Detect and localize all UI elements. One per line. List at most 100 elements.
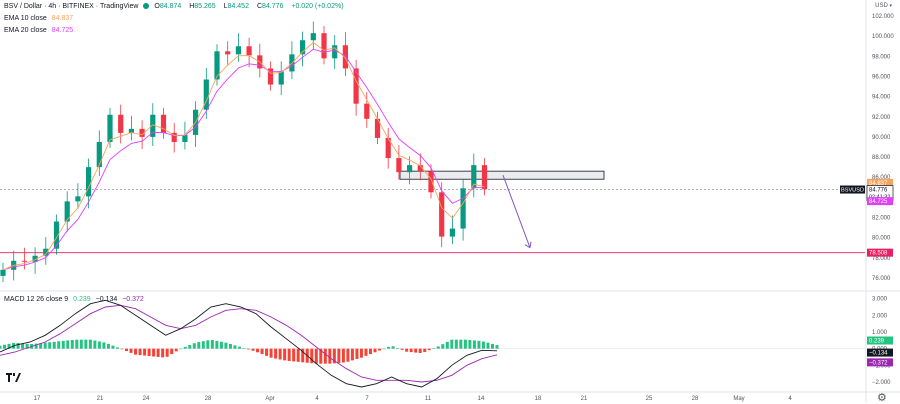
macd-histogram-bar bbox=[477, 340, 481, 349]
candle-body bbox=[332, 45, 338, 59]
price-tick-label: 100.000 bbox=[872, 34, 894, 40]
macd-histogram-bar bbox=[21, 343, 25, 349]
time-tick-label: 14 bbox=[478, 396, 485, 402]
macd-histogram-bar bbox=[152, 348, 156, 357]
macd-signal-price-tag: −0.372 bbox=[869, 360, 888, 366]
macd-histogram-bar bbox=[310, 348, 314, 364]
macd-histogram-bar bbox=[341, 348, 345, 363]
macd-histogram-bar bbox=[468, 339, 472, 349]
macd-hist-price-tag-bg bbox=[867, 336, 893, 345]
tradingview-logo-icon bbox=[6, 373, 22, 386]
macd-line-value: −0.134 bbox=[95, 296, 118, 303]
candle-body bbox=[428, 171, 434, 193]
macd-histogram-bar bbox=[359, 348, 363, 358]
candle-body bbox=[43, 248, 49, 256]
macd-histogram-bar bbox=[237, 346, 241, 349]
macd-histogram-bar bbox=[481, 341, 485, 349]
macd-histogram-bar bbox=[251, 348, 255, 351]
macd-histogram-bar bbox=[269, 348, 273, 358]
time-tick-label: 4 bbox=[315, 396, 319, 402]
time-tick-label: 24 bbox=[143, 396, 150, 402]
price-tick-label: 76.000 bbox=[872, 276, 891, 282]
macd-histogram-bar bbox=[143, 348, 147, 356]
macd-histogram-bar bbox=[378, 348, 382, 351]
macd-histogram-bar bbox=[57, 341, 61, 349]
macd-histogram-bar bbox=[147, 348, 151, 357]
macd-histogram-bar bbox=[174, 348, 178, 352]
macd-legend[interactable]: MACD 12 26 close 9 0.239 −0.134 −0.372 bbox=[4, 295, 147, 305]
candle-body bbox=[225, 51, 231, 55]
candle-body bbox=[235, 46, 241, 55]
ema10-legend[interactable]: EMA 10 close 84.837 bbox=[4, 14, 76, 24]
macd-histogram-bar bbox=[427, 348, 431, 351]
candle-body bbox=[471, 165, 477, 189]
candle-body bbox=[21, 260, 27, 262]
settings-gear-icon[interactable]: ⚙ bbox=[877, 392, 887, 404]
price-tick-label: 102.000 bbox=[872, 14, 894, 20]
symbol-title[interactable]: BSV / Dollar · 4h · BITFINEX · TradingVi… bbox=[4, 3, 139, 10]
macd-line bbox=[0, 299, 498, 388]
ema20-price-tag: 84.725 bbox=[869, 199, 888, 205]
macd-histogram-bar bbox=[183, 346, 187, 349]
currency-selector[interactable]: USD ▾ bbox=[875, 3, 892, 9]
candle-body bbox=[353, 68, 359, 104]
macd-histogram-bar bbox=[400, 348, 404, 350]
candle-body bbox=[64, 201, 70, 222]
macd-histogram-bar bbox=[387, 346, 391, 349]
macd-histogram-bar bbox=[25, 343, 29, 349]
macd-histogram-bar bbox=[129, 348, 133, 353]
ohlc-high: H85.265 bbox=[189, 3, 216, 10]
macd-tick-label: −2.000 bbox=[872, 380, 891, 386]
macd-histogram-bar bbox=[106, 343, 110, 349]
price-tick-label: 94.000 bbox=[872, 95, 891, 101]
ema10-value: 84.837 bbox=[51, 15, 74, 22]
macd-histogram-bar bbox=[256, 348, 260, 353]
macd-histogram-bar bbox=[274, 348, 278, 359]
macd-histogram-bar bbox=[314, 348, 318, 364]
macd-label: MACD 12 26 close 9 bbox=[4, 296, 69, 303]
candle-body bbox=[203, 79, 209, 110]
macd-histogram-bar bbox=[368, 348, 372, 355]
macd-histogram-bar bbox=[84, 339, 88, 349]
macd-histogram-bar bbox=[134, 348, 138, 355]
macd-histogram-bar bbox=[228, 344, 232, 349]
time-tick-label: 17 bbox=[34, 396, 41, 402]
macd-histogram-bar bbox=[364, 348, 368, 356]
candle-body bbox=[107, 114, 113, 142]
candle-body bbox=[417, 165, 423, 172]
market-status-dot bbox=[143, 3, 150, 10]
time-tick-label: May bbox=[733, 396, 744, 402]
macd-hist-value: 0.239 bbox=[73, 296, 91, 303]
candle-body bbox=[139, 128, 145, 137]
macd-histogram-bar bbox=[138, 348, 142, 356]
ema20-legend[interactable]: EMA 20 close 84.725 bbox=[4, 26, 76, 36]
candle-body bbox=[96, 141, 102, 168]
macd-signal-value: −0.372 bbox=[122, 296, 144, 303]
ema10-line bbox=[2, 41, 485, 271]
macd-histogram-bar bbox=[206, 340, 210, 349]
ema10-price-tag: 84.837 bbox=[869, 181, 888, 187]
candle-body bbox=[364, 103, 370, 119]
price-tick-label: 98.000 bbox=[872, 54, 891, 60]
macd-histogram-bar bbox=[115, 347, 119, 349]
last-price-tag: 84.776 bbox=[869, 188, 888, 194]
candle-body bbox=[118, 114, 124, 133]
macd-histogram-bar bbox=[0, 345, 2, 349]
ema10-price-tag-bg bbox=[867, 178, 893, 187]
macd-histogram-bar bbox=[328, 348, 332, 364]
macd-histogram-bar bbox=[350, 348, 354, 361]
time-tick-label: 25 bbox=[646, 396, 653, 402]
macd-histogram-bar bbox=[125, 348, 129, 352]
candle-body bbox=[75, 196, 81, 202]
price-tick-label: 96.000 bbox=[872, 74, 891, 80]
time-tick-label: 11 bbox=[425, 396, 432, 402]
candle-body bbox=[449, 228, 455, 237]
macd-histogram-bar bbox=[373, 348, 377, 353]
macd-signal-line bbox=[0, 304, 498, 383]
macd-tick-label: 2.000 bbox=[872, 313, 888, 319]
candle-body bbox=[300, 40, 306, 55]
candle-body bbox=[374, 118, 381, 138]
ohlc-change: +0.020 (+0.02%) bbox=[291, 3, 344, 10]
candle-body bbox=[267, 68, 274, 85]
